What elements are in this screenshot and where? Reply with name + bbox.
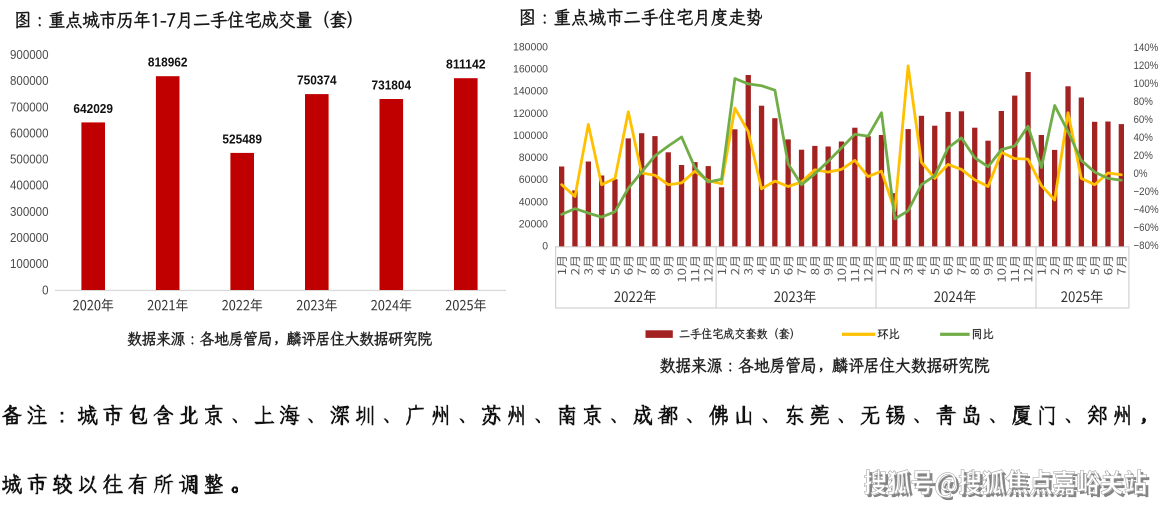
svg-text:525489: 525489 — [222, 131, 262, 146]
svg-text:900000: 900000 — [10, 48, 49, 62]
svg-text:120%: 120% — [1134, 60, 1159, 72]
svg-text:180000: 180000 — [513, 41, 548, 53]
svg-text:60000: 60000 — [519, 174, 548, 186]
svg-text:−60%: −60% — [1134, 222, 1159, 234]
svg-text:20%: 20% — [1134, 150, 1153, 162]
svg-text:−20%: −20% — [1134, 186, 1159, 198]
svg-text:20000: 20000 — [519, 218, 548, 230]
svg-text:300000: 300000 — [10, 205, 49, 219]
svg-text:80%: 80% — [1134, 96, 1153, 108]
svg-text:−80%: −80% — [1134, 240, 1159, 252]
svg-text:0: 0 — [42, 283, 48, 297]
svg-text:100000: 100000 — [513, 130, 548, 142]
svg-text:600000: 600000 — [10, 127, 49, 141]
svg-text:160000: 160000 — [513, 64, 548, 76]
svg-text:140000: 140000 — [513, 86, 548, 98]
svg-text:0%: 0% — [1134, 168, 1148, 180]
svg-text:80000: 80000 — [519, 152, 548, 164]
svg-text:800000: 800000 — [10, 74, 49, 88]
svg-text:100000: 100000 — [10, 257, 49, 271]
svg-text:642029: 642029 — [73, 101, 113, 116]
svg-text:120000: 120000 — [513, 108, 548, 120]
svg-text:40%: 40% — [1134, 132, 1153, 144]
svg-text:731804: 731804 — [372, 78, 412, 93]
svg-text:200000: 200000 — [10, 231, 49, 245]
svg-text:750374: 750374 — [297, 73, 337, 88]
svg-text:140%: 140% — [1134, 42, 1159, 54]
svg-text:500000: 500000 — [10, 153, 49, 167]
svg-text:100%: 100% — [1134, 78, 1159, 90]
svg-text:−40%: −40% — [1134, 204, 1159, 216]
svg-text:400000: 400000 — [10, 179, 49, 193]
svg-text:60%: 60% — [1134, 114, 1153, 126]
svg-text:40000: 40000 — [519, 196, 548, 208]
svg-text:811142: 811142 — [446, 57, 486, 72]
svg-text:700000: 700000 — [10, 100, 49, 114]
svg-text:818962: 818962 — [148, 55, 188, 70]
svg-text:0: 0 — [542, 241, 548, 253]
